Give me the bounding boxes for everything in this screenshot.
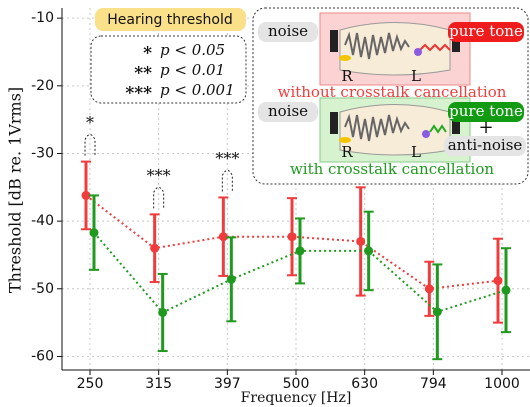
data-point [218,232,228,242]
significance-stars: * [143,44,152,64]
left-label: L [411,143,421,161]
tone-wave [419,43,451,52]
significance-box [90,35,247,104]
tone-label: pure tone [449,102,523,120]
significance-label: * [86,113,94,132]
anti-noise-label: anti-noise [448,136,523,154]
significance-bracket [221,169,233,192]
noise-wave [344,113,410,142]
head [339,104,451,156]
y-tick-label: -50 [31,281,54,297]
significance-p: p < 0.001 [160,81,235,99]
significance-bracket [153,186,165,209]
data-point [493,276,503,286]
data-point [81,190,91,200]
head [339,22,451,76]
plot-area: -10 -20 -30 -40 -50 -60 250 315 397 500 630 794 1000… [31,8,530,392]
legend-entry: with crosstalk cancellation [290,160,494,178]
ear [422,130,430,138]
legend-entry: without crosstalk cancellation [278,83,507,101]
x-tick-label: 315 [145,376,172,392]
x-axis-title: Frequency [Hz] [241,390,352,406]
tone-wave [429,124,447,134]
data-point [501,285,511,295]
speaker [330,112,338,134]
data-point [295,246,305,256]
x-tick-label: 794 [420,376,447,392]
tone-tag [448,102,524,122]
y-tick-label: -30 [31,145,54,161]
legend-tag [95,8,246,31]
data-point [226,274,236,284]
right-label: R [341,143,353,161]
data-point [89,228,99,238]
inset-diagram: noise noise pure tone pure tone + anti-n… [258,12,526,178]
data-point [150,243,160,253]
significance-legend: * p < 0.05 ** p < 0.01 *** p < 0.001 [125,41,234,104]
y-tick-label: -20 [31,78,54,94]
y-tick-label: -10 [31,10,54,26]
left-label: L [411,67,421,85]
right-label: R [341,67,353,85]
significance-p: p < 0.01 [160,61,225,79]
data-point [356,236,366,246]
noise-wave [344,31,410,60]
x-tick-label: 397 [214,376,241,392]
noise-label: noise [268,22,308,40]
speaker [330,30,338,52]
x-tick-label: 250 [77,376,104,392]
data-point [158,307,168,317]
y-tick-label: -40 [31,213,54,229]
ear [339,55,351,61]
noise-tag [258,22,318,42]
ear [414,48,422,56]
significance-stars: *** [125,84,152,104]
significance-stars: ** [134,64,152,84]
ear [339,137,351,143]
noise-tag [258,102,318,122]
data-point [424,284,434,294]
x-tick-label: 630 [351,376,378,392]
significance-label: *** [147,166,171,185]
legend-title: Hearing threshold [107,12,233,28]
speaker [452,112,460,134]
anti-noise-tag [444,136,526,156]
data-point [364,246,374,256]
x-tick-label: 1000 [484,376,520,392]
tone-tag [448,22,524,42]
y-axis-title: Threshold [dB re. 1Vrms] [6,87,25,293]
tone-label: pure tone [449,22,523,40]
data-point [287,232,297,242]
significance-bracket [84,134,96,156]
y-tick-label: -60 [31,348,54,364]
x-tick-label: 500 [283,376,310,392]
significance-label: *** [215,149,239,168]
noise-label: noise [268,102,308,120]
data-point [432,307,442,317]
plus: + [478,117,493,138]
significance-p: p < 0.05 [160,41,225,59]
